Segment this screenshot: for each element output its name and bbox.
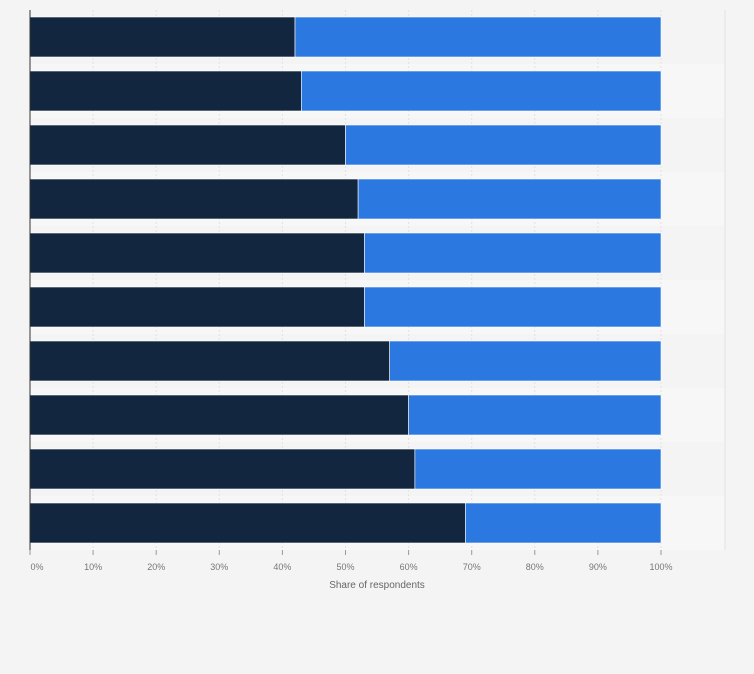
bar-segment-series-1 xyxy=(29,448,416,490)
bar-segment-series-1 xyxy=(29,286,365,328)
bar-segment-series-1 xyxy=(29,232,365,274)
x-tick-label: 0% xyxy=(30,562,43,572)
bar-segment-series-2 xyxy=(465,502,662,544)
x-tick-label: 70% xyxy=(463,562,481,572)
bar-segment-series-2 xyxy=(357,178,662,220)
bar-segment-series-2 xyxy=(408,394,662,436)
bar-segment-series-1 xyxy=(29,124,346,166)
bar-segment-series-2 xyxy=(389,340,662,382)
x-tick-label: 60% xyxy=(400,562,418,572)
bar-segment-series-1 xyxy=(29,178,359,220)
bar-segment-series-1 xyxy=(29,502,466,544)
bar-segment-series-1 xyxy=(29,340,390,382)
x-tick-label: 20% xyxy=(147,562,165,572)
x-tick-label: 50% xyxy=(336,562,354,572)
x-tick-label: 10% xyxy=(84,562,102,572)
x-tick-label: 90% xyxy=(589,562,607,572)
x-tick-label: 80% xyxy=(526,562,544,572)
axes xyxy=(29,10,662,555)
bar-segment-series-1 xyxy=(29,70,302,112)
bar-segment-series-1 xyxy=(29,16,296,58)
bar-segment-series-2 xyxy=(364,232,662,274)
bar-segment-series-1 xyxy=(29,394,409,436)
bar-segment-series-2 xyxy=(414,448,662,490)
x-axis-label: Share of respondents xyxy=(329,580,425,591)
bar-segment-series-2 xyxy=(294,16,662,58)
bar-segment-series-2 xyxy=(345,124,662,166)
x-tick-label: 100% xyxy=(649,562,672,572)
x-tick-labels: 0% 10% 20% 30% 40% 50% 60% 70% 80% 90% 100% xyxy=(30,562,672,572)
bar-segment-series-2 xyxy=(364,286,662,328)
bars xyxy=(29,16,662,544)
x-tick-label: 30% xyxy=(210,562,228,572)
bar-segment-series-2 xyxy=(301,70,662,112)
x-tick-label: 40% xyxy=(273,562,291,572)
